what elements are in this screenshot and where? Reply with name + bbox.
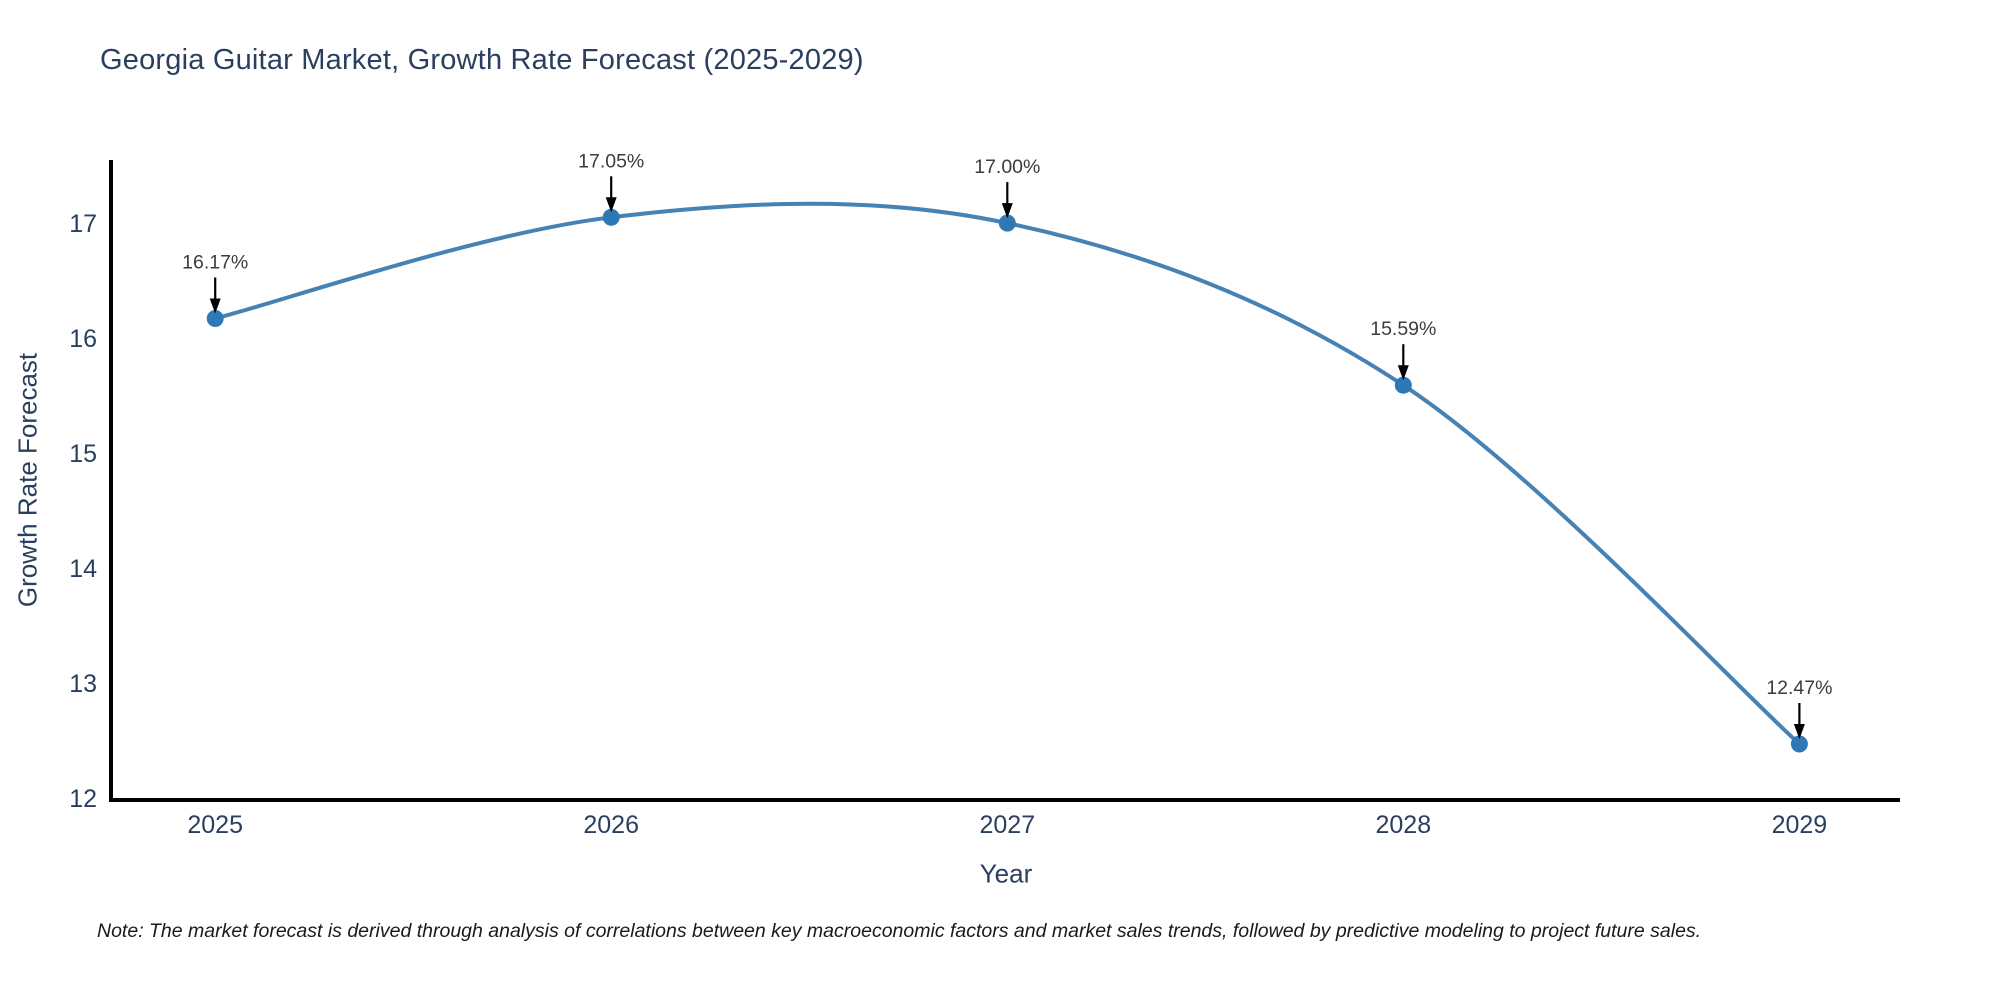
x-tick-label: 2027 — [979, 811, 1035, 839]
annotation-label: 16.17% — [182, 252, 248, 274]
y-tick-label: 14 — [69, 555, 97, 583]
annotation-arrowhead — [605, 197, 617, 213]
chart-title: Georgia Guitar Market, Growth Rate Forec… — [100, 44, 864, 76]
x-tick-label: 2028 — [1375, 811, 1431, 839]
x-tick-label: 2025 — [187, 811, 243, 839]
y-axis-title: Growth Rate Forecast — [12, 352, 43, 608]
annotation-label: 17.00% — [974, 156, 1040, 178]
annotation-label: 15.59% — [1370, 318, 1436, 340]
series-line — [213, 201, 1802, 746]
data-point-marker — [1394, 376, 1412, 394]
annotation-label: 17.05% — [578, 150, 644, 172]
x-tick-label: 2029 — [1772, 811, 1828, 839]
x-tick-label: 2026 — [583, 811, 639, 839]
annotation-arrowhead — [1397, 365, 1409, 381]
data-point-marker — [206, 310, 224, 327]
footnote: Note: The market forecast is derived thr… — [97, 920, 1702, 942]
y-tick-label: 16 — [69, 325, 97, 353]
y-tick-label: 17 — [69, 210, 97, 238]
annotation-arrowhead — [209, 298, 221, 314]
data-point-marker — [998, 214, 1016, 232]
x-axis-title: Year — [979, 858, 1033, 889]
data-point-marker — [602, 208, 620, 226]
annotation-arrowhead — [1001, 203, 1013, 219]
data-point-marker — [1790, 735, 1808, 753]
annotation-arrowhead — [1793, 724, 1805, 739]
annotation-label: 12.47% — [1766, 677, 1832, 699]
y-tick-label: 12 — [69, 785, 97, 813]
y-tick-label: 13 — [69, 670, 97, 698]
y-tick-label: 15 — [69, 440, 97, 468]
